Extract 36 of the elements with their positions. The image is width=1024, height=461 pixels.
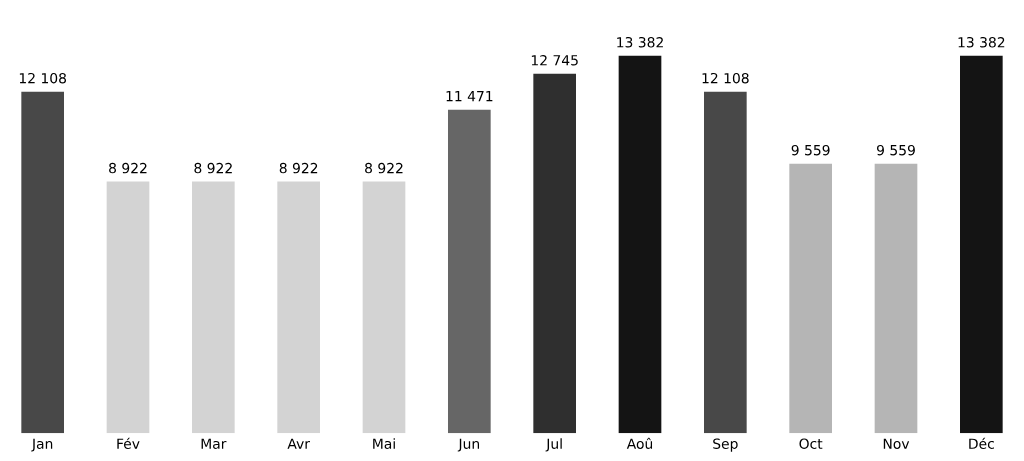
bar [533, 73, 576, 434]
x-tick-label: Mai [373, 438, 395, 449]
bar [21, 91, 64, 434]
bar [448, 109, 491, 434]
bar [704, 91, 747, 434]
data-label: 13 382 [617, 37, 663, 48]
x-tick-label: Déc [969, 437, 994, 449]
x-tick-label: Jul [545, 438, 562, 452]
x-tick-label: Jun [457, 438, 480, 452]
data-label: 12 745 [531, 54, 578, 66]
bar [960, 55, 1003, 434]
bar [192, 181, 235, 434]
x-tick-label: Sep [713, 438, 738, 452]
data-label: 11 471 [446, 91, 493, 102]
data-label: 9 559 [791, 144, 830, 156]
data-label: 12 108 [19, 72, 67, 84]
data-label: 8 922 [109, 162, 147, 174]
bar [362, 181, 406, 434]
data-label: 8 922 [279, 162, 318, 174]
data-label: 8 922 [194, 162, 232, 174]
data-label: 12 108 [702, 72, 749, 84]
bar [874, 163, 918, 434]
data-label: 13 382 [958, 37, 1005, 48]
x-tick-label: Mar [201, 438, 227, 449]
bar [789, 163, 832, 434]
bar [106, 181, 150, 434]
bar [277, 181, 320, 434]
data-label: 9 559 [876, 144, 915, 156]
x-tick-label: Nov [883, 438, 910, 449]
x-tick-label: Aoû [626, 437, 653, 449]
data-label: 8 922 [365, 162, 403, 174]
x-tick-label: Oct [799, 438, 823, 449]
x-tick-label: Avr [287, 438, 310, 449]
x-tick-label: Jan [31, 438, 53, 452]
x-tick-label: Fév [117, 437, 140, 449]
bar [618, 55, 662, 434]
